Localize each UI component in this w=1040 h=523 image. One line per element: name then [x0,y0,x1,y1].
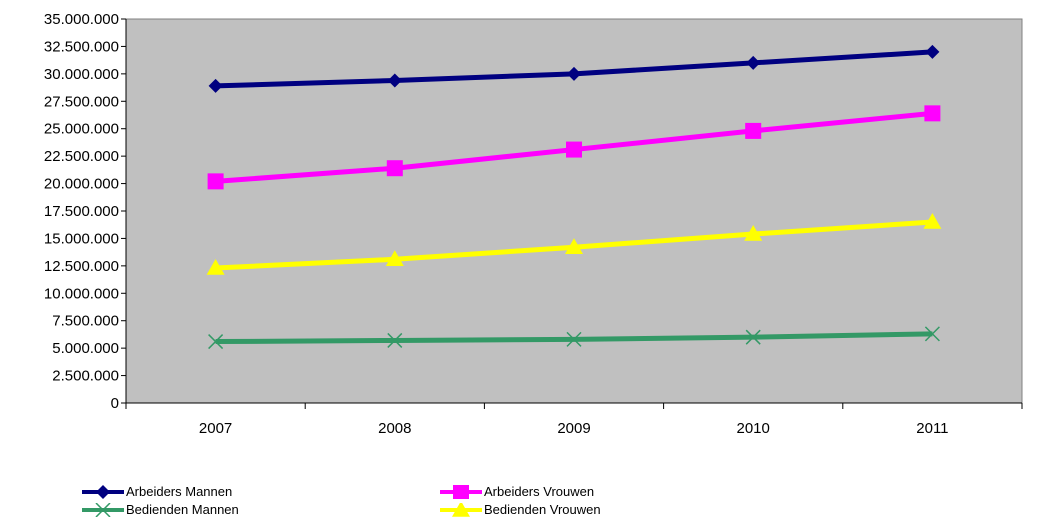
y-tick-label: 5.000.000 [52,340,119,357]
data-point-arbeiders-vrouwen [386,160,403,177]
y-tick-label: 32.500.000 [44,38,119,55]
y-tick-label: 0 [111,395,119,412]
data-point-arbeiders-vrouwen [207,173,224,190]
y-tick-label: 27.500.000 [44,93,119,110]
data-point-arbeiders-mannen [208,78,223,93]
data-point-bedienden-mannen [387,332,403,348]
y-tick-label: 35.000.000 [44,11,119,28]
y-tick-label: 7.500.000 [52,313,119,330]
y-tick-label: 15.000.000 [44,230,119,247]
y-tick-label: 17.500.000 [44,203,119,220]
y-tick-label: 2.500.000 [52,368,119,385]
data-point-bedienden-vrouwen [206,259,225,275]
data-point-arbeiders-vrouwen [924,105,941,122]
y-tick-label: 25.000.000 [44,121,119,138]
data-point-arbeiders-vrouwen [566,141,582,158]
data-point-bedienden-mannen [566,331,582,347]
x-tick-label: 2011 [916,420,948,437]
data-point-bedienden-vrouwen [744,225,763,241]
y-tick-label: 12.500.000 [44,258,119,275]
x-tick-label: 2007 [199,420,232,437]
data-point-bedienden-mannen [208,334,224,350]
y-tick-label: 10.000.000 [44,285,119,302]
data-point-bedienden-mannen [745,329,761,345]
data-point-bedienden-vrouwen [385,250,404,267]
x-tick-label: 2010 [737,420,770,437]
x-tick-label: 2008 [378,420,411,437]
data-point-bedienden-vrouwen [565,238,583,254]
y-tick-label: 20.000.000 [44,176,119,193]
data-point-arbeiders-mannen [387,73,402,88]
data-point-bedienden-mannen [924,326,940,342]
x-tick-label: 2009 [557,420,590,437]
data-point-arbeiders-mannen [567,66,581,81]
data-point-bedienden-vrouwen [923,212,942,229]
y-tick-label: 22.500.000 [44,148,119,165]
data-point-arbeiders-mannen [746,55,761,70]
y-tick-label: 30.000.000 [44,66,119,83]
data-point-arbeiders-mannen [925,44,940,59]
data-point-arbeiders-vrouwen [745,122,762,139]
